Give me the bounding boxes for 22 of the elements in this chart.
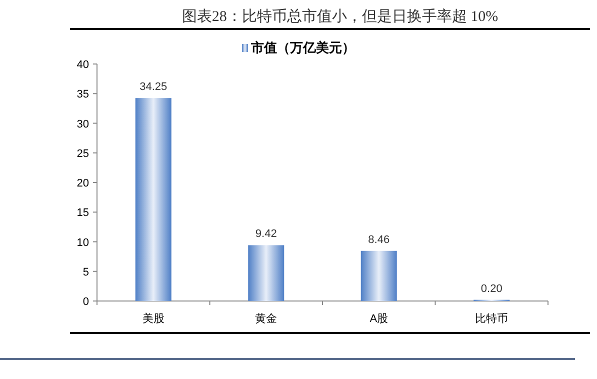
y-tick-label: 15	[76, 207, 89, 220]
text: 34.25	[140, 81, 168, 94]
y-tick-label: 30	[76, 118, 89, 130]
y-tick-label: 0	[82, 296, 89, 308]
x-tick-label: A股	[370, 313, 388, 325]
text: 0.20	[480, 282, 502, 295]
x-tick-label: 比特币	[475, 312, 508, 325]
y-tick-label: 35	[76, 88, 89, 101]
chart-title: 图表28：比特币总市值小，但是日换手率超 10%	[182, 8, 498, 25]
x-tick-label: 黄金	[255, 312, 278, 325]
y-tick-label: 25	[76, 148, 89, 160]
y-tick-label: 10	[76, 236, 89, 249]
bar	[135, 98, 172, 301]
legend-label: 市值（万亿美元）	[250, 40, 355, 55]
y-tick-label: 5	[82, 266, 89, 278]
y-tick-label: 40	[76, 59, 89, 71]
text: 9.42	[255, 228, 277, 240]
text: 8.46	[368, 234, 390, 246]
x-tick-label: 美股	[142, 312, 164, 325]
bar	[248, 245, 284, 301]
y-tick-label: 20	[76, 178, 89, 190]
bar	[360, 250, 397, 301]
